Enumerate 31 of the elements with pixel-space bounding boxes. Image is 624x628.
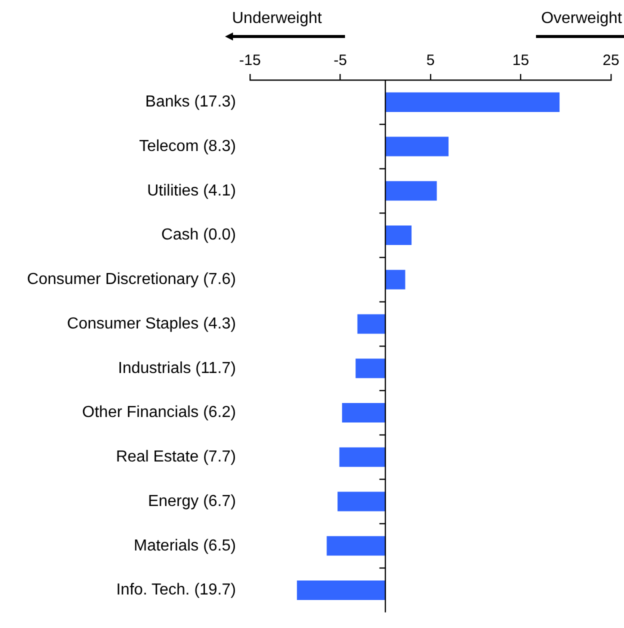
bar [385,136,449,156]
y-tick-label: Consumer Discretionary (7.6) [27,271,236,288]
y-tick-label: Materials (6.5) [134,537,236,554]
bar [385,270,406,290]
x-tick-label: 5 [426,52,435,70]
x-tick-label: 25 [602,52,620,70]
bar [357,314,386,334]
x-tick-label: -5 [334,52,347,70]
bar [296,580,386,600]
bar [326,536,386,556]
bar [385,92,560,112]
bar [338,492,386,512]
y-tick-label: Info. Tech. (19.7) [116,582,236,599]
text: Underweight [232,10,322,28]
bar [385,181,437,201]
x-tick-label: -15 [239,52,261,70]
bar [342,402,386,423]
y-tick-label: Consumer Staples (4.3) [67,315,236,332]
y-tick-label: Telecom (8.3) [139,138,236,155]
y-tick-label: Other Financials (6.2) [82,404,236,422]
y-tick-label: Industrials (11.7) [118,360,236,377]
y-tick-label: Cash (0.0) [161,226,236,244]
bar [356,358,386,378]
y-tick-label: Real Estate (7.7) [116,448,236,466]
y-tick-label: Utilities (4.1) [147,182,236,200]
bar [385,226,412,246]
y-tick-label: Banks (17.3) [145,94,236,111]
text: Overweight [541,10,622,28]
y-tick-label: Energy (6.7) [148,492,236,510]
x-tick-label: 15 [512,52,530,70]
bar [339,447,386,467]
